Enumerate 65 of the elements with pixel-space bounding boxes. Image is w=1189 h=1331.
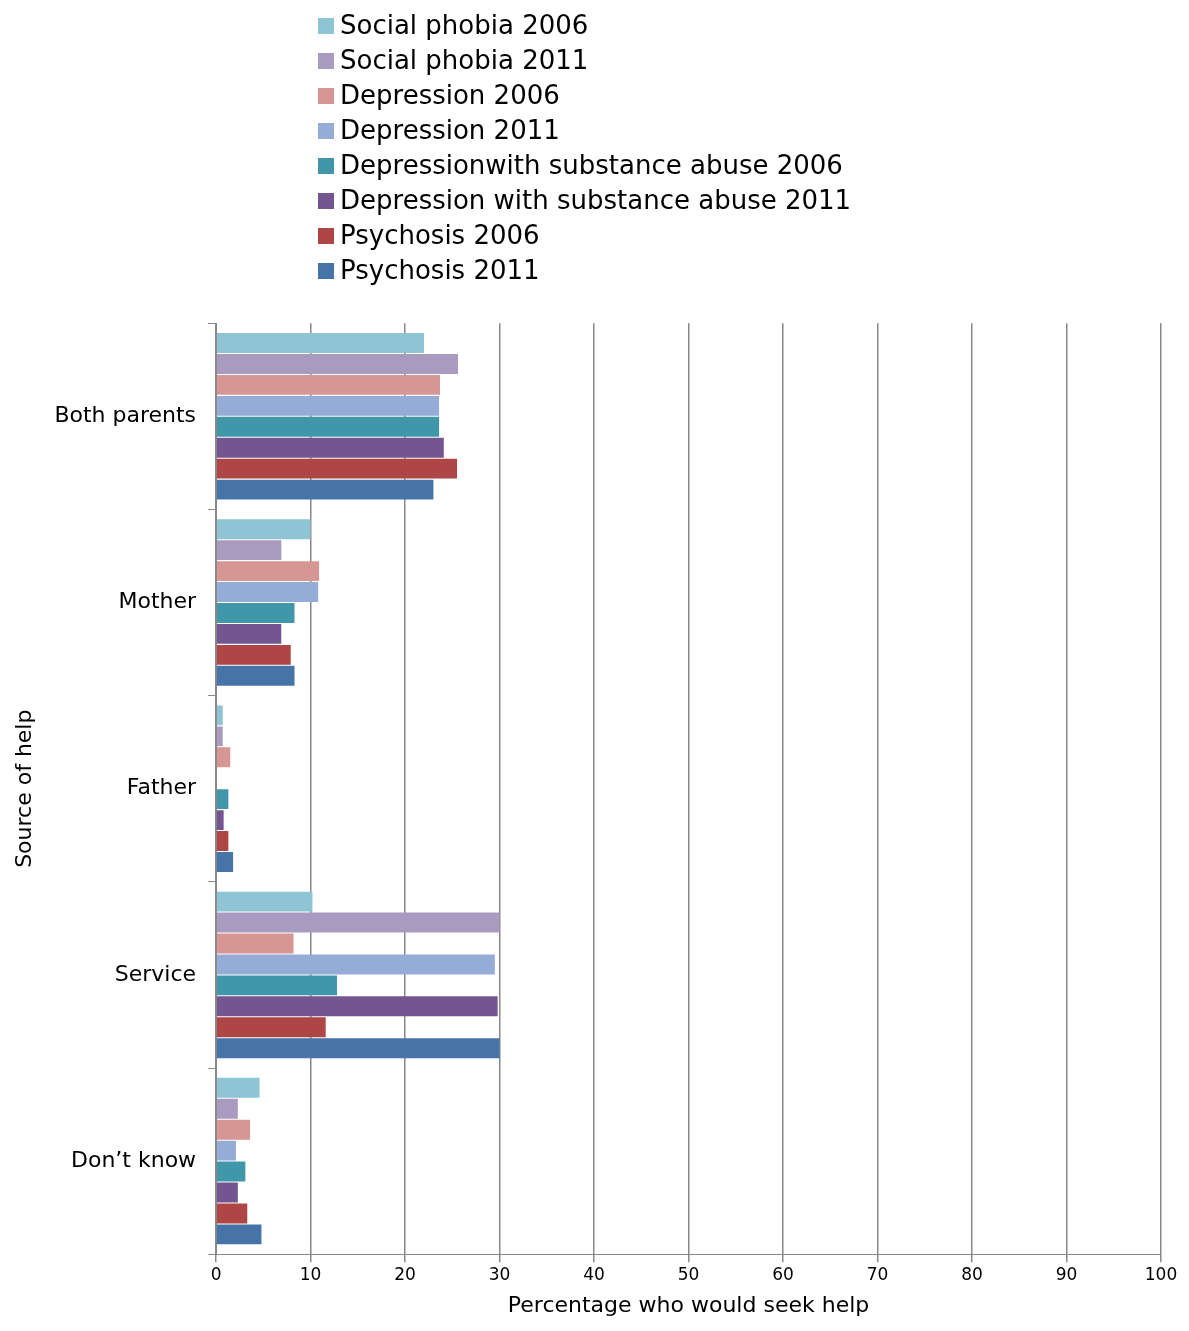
y-tick-label: Mother [118, 588, 198, 614]
bar [216, 665, 295, 686]
x-tick-label: 10 [299, 1263, 322, 1284]
bar [216, 1161, 246, 1182]
x-tick-label: 30 [488, 1263, 511, 1284]
bar [216, 1077, 260, 1098]
bar [216, 1017, 326, 1038]
x-tick-label: 60 [772, 1263, 794, 1284]
x-tick-label: 100 [1144, 1263, 1178, 1284]
legend-label: Depression 2006 [340, 79, 560, 112]
bar [216, 852, 234, 872]
bar [216, 810, 224, 831]
bar [216, 644, 291, 665]
legend-label: Depression with substance abuse 2011 [340, 184, 852, 217]
bar [216, 891, 313, 912]
y-tick-label: Father [126, 774, 198, 800]
x-tick-label: 80 [961, 1263, 983, 1284]
legend-label: Psychosis 2006 [340, 219, 540, 252]
bar [216, 975, 338, 996]
bar [216, 458, 458, 479]
bar [216, 789, 229, 810]
y-axis-title: Source of help [10, 709, 36, 868]
legend-label: Social phobia 2011 [340, 44, 589, 77]
bar [216, 1224, 262, 1245]
bar [216, 1140, 236, 1161]
x-tick-label: 90 [1055, 1263, 1078, 1284]
bar [216, 1098, 238, 1119]
bar [216, 747, 231, 768]
bar [216, 395, 440, 416]
bar [216, 623, 282, 644]
bar [216, 603, 295, 623]
bar [216, 374, 441, 395]
bar [216, 1203, 248, 1224]
x-tick-label: 70 [866, 1263, 889, 1284]
bar [216, 705, 223, 726]
bar [216, 831, 229, 852]
legend-label: Depression 2011 [340, 114, 560, 147]
legend-label: Psychosis 2011 [340, 254, 540, 287]
bar [216, 416, 440, 437]
bar [216, 479, 434, 500]
x-tick-label: 20 [394, 1263, 416, 1284]
bar [216, 954, 495, 975]
bar [216, 1119, 251, 1140]
bar [216, 933, 294, 954]
bar [216, 1182, 238, 1203]
bar [216, 912, 500, 933]
x-axis-title: Percentage who would seek help [507, 1291, 870, 1317]
legend-label: Social phobia 2006 [340, 9, 589, 42]
bar [216, 437, 444, 458]
bar [216, 333, 424, 353]
legend-label: Depressionwith substance abuse 2006 [340, 149, 843, 182]
bar [216, 540, 282, 561]
bar [216, 996, 498, 1017]
bar [216, 561, 320, 582]
y-tick-label: Service [114, 960, 197, 986]
x-tick-label: 40 [583, 1263, 605, 1284]
y-tick-label: Both parents [54, 402, 197, 428]
y-tick-label: Don’t know [71, 1146, 197, 1172]
bar [216, 1038, 500, 1059]
x-tick-label: 50 [677, 1263, 700, 1284]
bar [216, 519, 311, 540]
bar [216, 726, 223, 747]
x-tick-label: 0 [210, 1263, 222, 1284]
bar [216, 582, 319, 602]
bar [216, 353, 458, 374]
